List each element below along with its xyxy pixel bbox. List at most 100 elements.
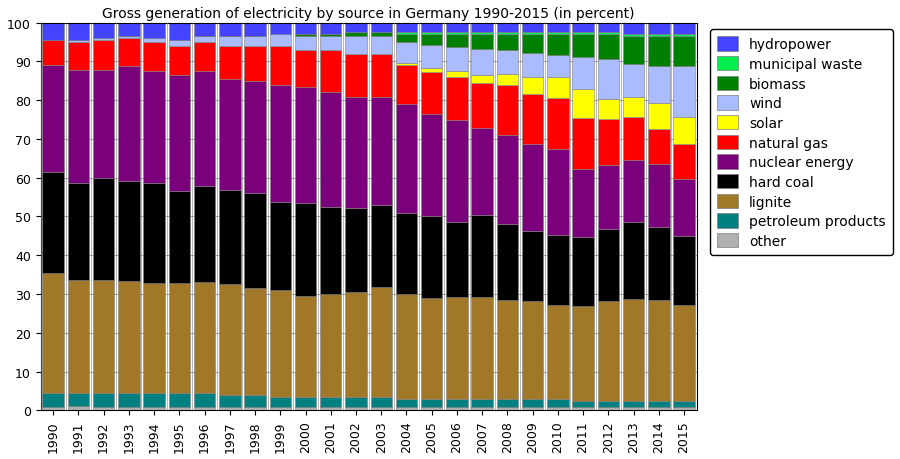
Bar: [673, 401, 695, 407]
Bar: [295, 50, 316, 87]
Bar: [598, 302, 619, 401]
Bar: [371, 287, 392, 397]
Bar: [547, 23, 569, 33]
Bar: [396, 399, 418, 407]
Bar: [68, 23, 89, 41]
Bar: [648, 23, 670, 35]
Bar: [219, 37, 240, 47]
Bar: [118, 23, 140, 37]
Bar: [371, 407, 392, 410]
Bar: [270, 86, 291, 202]
Bar: [42, 173, 64, 273]
Bar: [371, 23, 392, 33]
Bar: [194, 187, 215, 282]
Bar: [598, 60, 619, 100]
Bar: [421, 216, 443, 298]
Bar: [270, 47, 291, 86]
Bar: [93, 71, 114, 179]
Bar: [598, 23, 619, 33]
Bar: [421, 35, 443, 46]
Bar: [648, 35, 670, 37]
Bar: [472, 298, 493, 399]
Bar: [648, 301, 670, 401]
Bar: [572, 169, 594, 238]
Bar: [346, 37, 366, 55]
Bar: [168, 23, 190, 41]
Bar: [93, 281, 114, 393]
Bar: [244, 47, 266, 82]
Bar: [93, 39, 114, 41]
Bar: [547, 149, 569, 236]
Bar: [93, 393, 114, 407]
Bar: [673, 305, 695, 401]
Bar: [396, 213, 418, 294]
Bar: [522, 95, 544, 144]
Bar: [168, 284, 190, 393]
Bar: [93, 23, 114, 39]
Bar: [648, 401, 670, 407]
Bar: [547, 56, 569, 78]
Bar: [219, 395, 240, 407]
Bar: [396, 105, 418, 213]
Bar: [648, 104, 670, 129]
Bar: [346, 97, 366, 208]
Bar: [572, 33, 594, 35]
Bar: [320, 294, 341, 397]
Bar: [421, 73, 443, 115]
Bar: [522, 144, 544, 231]
Bar: [143, 284, 165, 393]
Bar: [346, 55, 366, 97]
Bar: [194, 407, 215, 410]
Bar: [320, 207, 341, 294]
Bar: [295, 37, 316, 50]
Bar: [446, 33, 468, 35]
Bar: [396, 33, 418, 35]
Bar: [295, 297, 316, 397]
Bar: [673, 67, 695, 118]
Bar: [572, 118, 594, 169]
Bar: [371, 37, 392, 55]
Bar: [673, 37, 695, 67]
Bar: [219, 80, 240, 191]
Bar: [623, 37, 644, 65]
Bar: [623, 401, 644, 407]
Bar: [472, 129, 493, 215]
Bar: [446, 399, 468, 407]
Bar: [446, 23, 468, 33]
Bar: [118, 182, 140, 281]
Bar: [244, 395, 266, 407]
Bar: [472, 407, 493, 410]
Bar: [118, 67, 140, 182]
Bar: [143, 23, 165, 39]
Bar: [522, 33, 544, 35]
Bar: [648, 228, 670, 301]
Bar: [93, 41, 114, 71]
Bar: [623, 223, 644, 299]
Bar: [270, 202, 291, 290]
Bar: [143, 393, 165, 407]
Bar: [522, 23, 544, 33]
Bar: [396, 407, 418, 410]
Bar: [320, 407, 341, 410]
Bar: [371, 55, 392, 98]
Bar: [194, 393, 215, 407]
Bar: [346, 33, 366, 37]
Bar: [472, 23, 493, 33]
Bar: [194, 282, 215, 393]
Bar: [497, 34, 518, 51]
Bar: [42, 66, 64, 173]
Bar: [219, 23, 240, 37]
Bar: [623, 35, 644, 37]
Bar: [572, 306, 594, 401]
Bar: [219, 191, 240, 284]
Bar: [168, 41, 190, 47]
Bar: [396, 66, 418, 105]
Bar: [497, 399, 518, 407]
Bar: [598, 35, 619, 60]
Bar: [522, 54, 544, 78]
Bar: [118, 39, 140, 67]
Bar: [143, 39, 165, 43]
Bar: [68, 71, 89, 184]
Bar: [598, 166, 619, 229]
Bar: [270, 35, 291, 47]
